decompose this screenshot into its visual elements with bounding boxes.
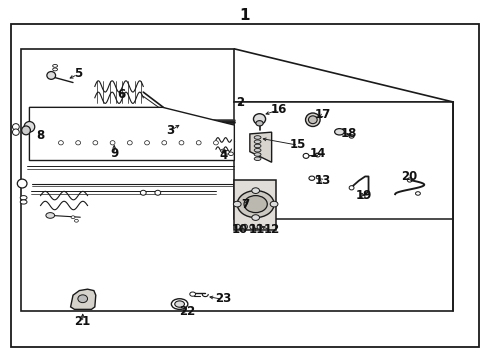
Text: 19: 19: [356, 189, 372, 202]
Ellipse shape: [17, 179, 27, 188]
Polygon shape: [29, 107, 234, 161]
Ellipse shape: [175, 301, 184, 307]
Ellipse shape: [250, 224, 255, 229]
Polygon shape: [21, 49, 453, 311]
Ellipse shape: [243, 224, 247, 229]
Ellipse shape: [335, 129, 344, 135]
Ellipse shape: [179, 141, 184, 145]
Ellipse shape: [58, 141, 63, 145]
Text: 4: 4: [219, 149, 227, 162]
Ellipse shape: [303, 153, 309, 158]
Ellipse shape: [235, 224, 240, 229]
Ellipse shape: [20, 195, 27, 200]
Polygon shape: [250, 132, 271, 162]
Ellipse shape: [140, 190, 146, 195]
Ellipse shape: [172, 299, 188, 309]
Ellipse shape: [74, 219, 78, 222]
Ellipse shape: [306, 113, 320, 126]
Ellipse shape: [46, 213, 54, 218]
Circle shape: [252, 215, 260, 220]
Circle shape: [270, 201, 278, 207]
Text: 12: 12: [264, 223, 280, 236]
Ellipse shape: [12, 129, 19, 135]
Ellipse shape: [315, 153, 320, 157]
Ellipse shape: [254, 144, 261, 148]
Ellipse shape: [349, 186, 354, 190]
Ellipse shape: [309, 116, 317, 123]
Ellipse shape: [254, 136, 261, 139]
Ellipse shape: [71, 216, 75, 219]
Text: 1: 1: [240, 8, 250, 23]
Circle shape: [252, 188, 260, 193]
Text: 22: 22: [179, 305, 195, 318]
Ellipse shape: [162, 141, 167, 145]
Ellipse shape: [257, 224, 262, 229]
Ellipse shape: [76, 141, 80, 145]
Ellipse shape: [256, 121, 263, 126]
Text: 3: 3: [166, 124, 174, 137]
Ellipse shape: [228, 152, 233, 156]
Polygon shape: [234, 180, 276, 230]
Ellipse shape: [47, 72, 55, 79]
Ellipse shape: [20, 200, 27, 204]
Ellipse shape: [214, 141, 219, 145]
Ellipse shape: [316, 175, 320, 179]
Text: 16: 16: [270, 103, 287, 116]
Ellipse shape: [196, 141, 201, 145]
Ellipse shape: [127, 141, 132, 145]
Text: 6: 6: [117, 89, 125, 102]
Ellipse shape: [254, 140, 261, 144]
Text: 20: 20: [402, 170, 418, 183]
Ellipse shape: [93, 141, 98, 145]
Circle shape: [237, 191, 274, 217]
Text: 8: 8: [36, 129, 45, 142]
Text: 15: 15: [290, 138, 306, 151]
Polygon shape: [234, 102, 453, 219]
Ellipse shape: [12, 123, 19, 130]
Ellipse shape: [254, 153, 261, 156]
Ellipse shape: [224, 150, 229, 154]
Text: 13: 13: [315, 174, 331, 186]
Ellipse shape: [22, 126, 30, 135]
Text: 2: 2: [236, 95, 244, 108]
Text: 10: 10: [232, 223, 248, 236]
Ellipse shape: [407, 178, 412, 182]
Ellipse shape: [78, 295, 88, 303]
Ellipse shape: [349, 135, 354, 138]
Text: 5: 5: [74, 67, 82, 80]
Ellipse shape: [53, 68, 57, 71]
Ellipse shape: [254, 157, 261, 161]
Text: 23: 23: [215, 292, 231, 305]
Ellipse shape: [145, 141, 149, 145]
Ellipse shape: [416, 192, 420, 195]
Ellipse shape: [361, 195, 365, 198]
Text: 18: 18: [341, 127, 357, 140]
Text: 21: 21: [74, 315, 91, 328]
Ellipse shape: [190, 292, 196, 296]
Ellipse shape: [110, 141, 115, 145]
Ellipse shape: [155, 190, 161, 195]
Ellipse shape: [254, 148, 261, 152]
Text: 17: 17: [315, 108, 331, 121]
Ellipse shape: [221, 149, 225, 153]
Text: 7: 7: [241, 198, 249, 211]
Text: 14: 14: [310, 147, 326, 160]
Ellipse shape: [309, 176, 315, 180]
Ellipse shape: [53, 64, 57, 67]
Text: 9: 9: [110, 147, 118, 160]
Text: 11: 11: [249, 223, 265, 236]
Ellipse shape: [24, 122, 35, 132]
Polygon shape: [71, 289, 96, 309]
Ellipse shape: [253, 114, 266, 124]
Circle shape: [244, 195, 267, 213]
Circle shape: [233, 201, 241, 207]
